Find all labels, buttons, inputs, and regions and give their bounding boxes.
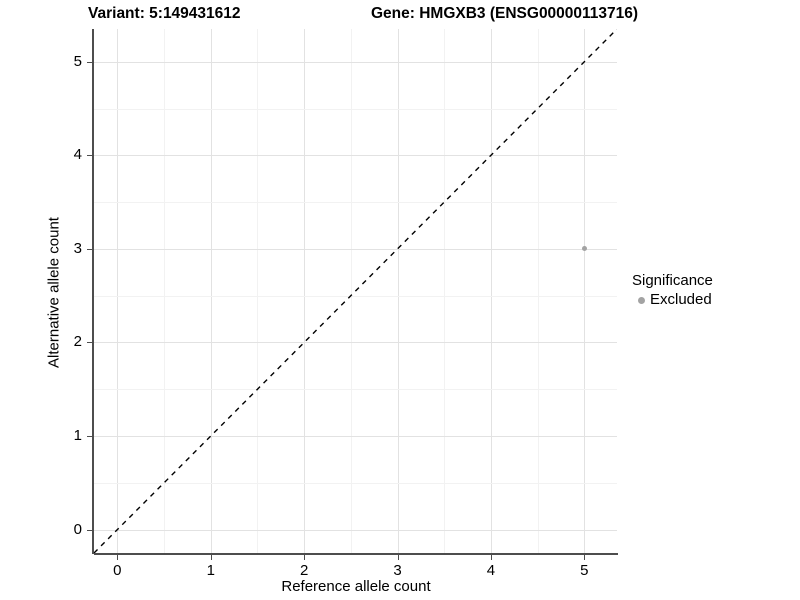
y-axis-tick-label: 4 — [73, 146, 82, 164]
legend-title: Significance — [632, 272, 713, 289]
gridline — [164, 29, 165, 553]
data-point — [581, 246, 587, 252]
gridline — [94, 342, 617, 343]
gridline — [94, 296, 617, 297]
gridline — [444, 29, 445, 553]
gridline — [94, 530, 617, 531]
gridline — [94, 202, 617, 203]
y-axis-tick — [87, 248, 92, 250]
gridline — [304, 29, 305, 553]
y-axis-tick-label: 5 — [73, 52, 82, 70]
x-axis-tick — [210, 555, 212, 560]
gene-title: Gene: HMGXB3 (ENSG00000113716) — [371, 5, 639, 22]
plot-panel — [94, 29, 617, 553]
x-axis-tick — [304, 555, 306, 560]
x-axis-tick-label: 0 — [113, 562, 122, 579]
variant-title: Variant: 5:149431612 — [88, 5, 241, 22]
x-axis-tick — [584, 555, 586, 560]
gridline — [351, 29, 352, 553]
gridline — [584, 29, 585, 553]
x-axis-tick-label: 4 — [486, 562, 496, 579]
x-axis-tick — [117, 555, 119, 560]
x-axis-tick-label: 5 — [580, 562, 589, 579]
x-axis-line — [94, 553, 618, 555]
x-axis-tick-label: 1 — [206, 562, 215, 579]
y-axis-line — [92, 29, 94, 554]
y-axis-tick — [87, 529, 92, 531]
legend: Significance Excluded — [632, 271, 713, 310]
gridline — [538, 29, 539, 553]
gridline — [94, 389, 617, 390]
gridline — [94, 62, 617, 63]
gridline — [117, 29, 118, 553]
y-axis-tick — [87, 61, 92, 63]
gridline — [398, 29, 399, 553]
legend-item-label: Excluded — [650, 291, 712, 308]
gridline — [94, 155, 617, 156]
abline-y-equals-x — [94, 29, 617, 553]
x-axis-tick — [397, 555, 399, 560]
legend-key-dot-icon — [632, 291, 650, 309]
y-axis-tick — [87, 436, 92, 438]
y-axis-tick-label: 2 — [73, 333, 82, 351]
gridline — [94, 483, 617, 484]
y-axis-tick-label: 0 — [73, 520, 82, 538]
gridline — [491, 29, 492, 553]
x-axis-tick-label: 3 — [393, 562, 402, 579]
x-axis-label: Reference allele count — [281, 578, 431, 595]
gridline — [257, 29, 258, 553]
y-axis-tick-label: 3 — [73, 239, 82, 257]
gridline — [94, 109, 617, 110]
legend-items: Excluded — [632, 290, 713, 310]
gridline — [211, 29, 212, 553]
identity-reference-line — [94, 29, 617, 553]
title-row: Variant: 5:149431612 Gene: HMGXB3 (ENSG0… — [0, 2, 800, 26]
x-axis-tick-label: 2 — [299, 562, 309, 579]
gridline — [94, 249, 617, 250]
y-axis-tick — [87, 155, 92, 157]
y-axis-tick — [87, 342, 92, 344]
y-axis-label: Alternative allele count — [45, 217, 63, 368]
y-axis-tick-label: 1 — [73, 427, 82, 445]
legend-item[interactable]: Excluded — [632, 290, 713, 310]
x-axis-tick — [490, 555, 492, 560]
gridline — [94, 436, 617, 437]
